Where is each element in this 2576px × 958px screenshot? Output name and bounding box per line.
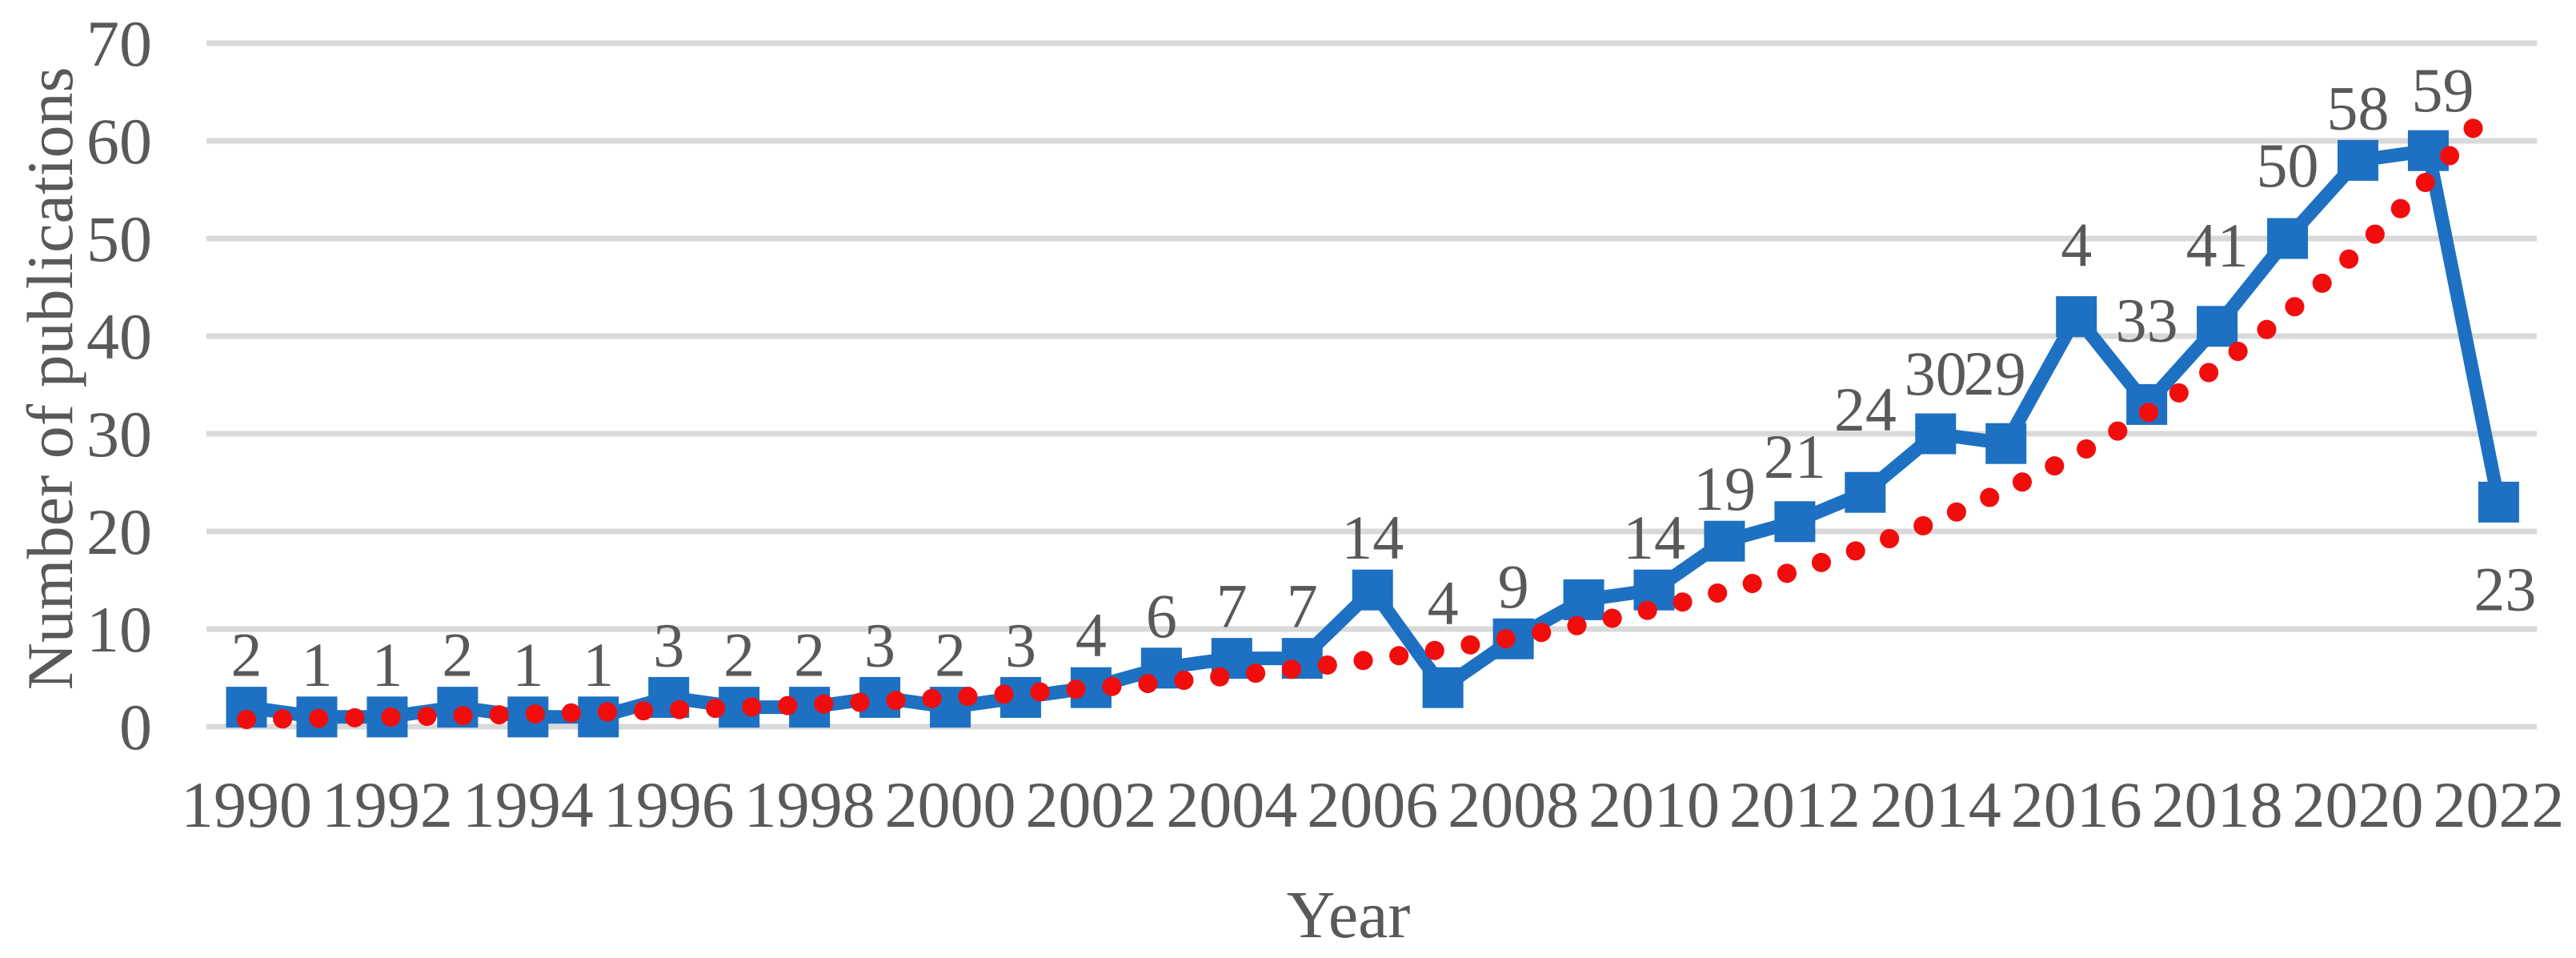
x-tick-label: 2002 bbox=[1025, 768, 1156, 841]
data-label: 59 bbox=[2411, 55, 2474, 125]
data-label: 14 bbox=[1341, 503, 1404, 572]
data-label: 1 bbox=[301, 630, 332, 699]
x-tick-label: 2016 bbox=[2011, 768, 2142, 841]
y-tick-label: 10 bbox=[86, 593, 152, 666]
y-tick-label: 40 bbox=[86, 300, 152, 373]
data-point-marker bbox=[2338, 139, 2378, 181]
data-label: 1 bbox=[512, 630, 543, 699]
x-tick-label: 2000 bbox=[885, 768, 1016, 841]
data-label: 4 bbox=[1076, 600, 1107, 670]
y-tick-label: 70 bbox=[86, 7, 152, 80]
x-tick-label: 2012 bbox=[1729, 768, 1861, 841]
data-label: 1 bbox=[583, 630, 614, 699]
data-point-marker bbox=[1704, 520, 1745, 562]
data-label: 2 bbox=[231, 620, 262, 690]
x-tick-label: 1992 bbox=[322, 768, 453, 841]
data-label: 3 bbox=[653, 610, 684, 679]
data-label: 41 bbox=[2186, 210, 2249, 280]
data-label: 2 bbox=[442, 620, 473, 690]
x-tick-label: 2010 bbox=[1588, 768, 1720, 841]
data-label: 9 bbox=[1498, 551, 1529, 621]
x-tick-label: 2008 bbox=[1448, 768, 1579, 841]
data-label: 24 bbox=[1834, 375, 1897, 444]
x-tick-label: 2018 bbox=[2152, 768, 2283, 841]
data-point-marker bbox=[1915, 413, 1957, 455]
data-label: 50 bbox=[2257, 130, 2319, 200]
data-point-marker bbox=[1352, 569, 1393, 611]
data-label: 33 bbox=[2116, 285, 2178, 355]
data-label: 23 bbox=[2474, 554, 2536, 623]
data-label: 14 bbox=[1623, 503, 1685, 572]
data-label: 7 bbox=[1216, 571, 1248, 641]
data-point-marker bbox=[1774, 501, 1816, 543]
data-label: 3 bbox=[864, 610, 895, 679]
y-tick-label: 60 bbox=[86, 105, 152, 178]
data-point-marker bbox=[2197, 306, 2238, 347]
y-tick-label: 30 bbox=[86, 398, 152, 471]
data-label: 2 bbox=[794, 620, 825, 690]
data-label: 4 bbox=[1428, 568, 1459, 638]
data-point-marker bbox=[2056, 296, 2097, 338]
x-tick-label: 1996 bbox=[603, 768, 735, 841]
data-point-marker bbox=[2478, 481, 2519, 523]
x-tick-label: 2006 bbox=[1307, 768, 1438, 841]
x-tick-label: 1998 bbox=[744, 768, 875, 841]
data-label: 6 bbox=[1146, 581, 1177, 651]
y-tick-label: 20 bbox=[86, 495, 152, 568]
x-axis-title: Year bbox=[1286, 878, 1411, 952]
data-point-marker bbox=[1563, 579, 1604, 620]
data-label: 58 bbox=[2327, 73, 2390, 142]
data-label: 19 bbox=[1693, 454, 1756, 523]
data-label: 2 bbox=[723, 620, 755, 690]
data-label: 4 bbox=[2061, 210, 2092, 280]
data-point-marker bbox=[1985, 423, 2027, 464]
trendline-dots bbox=[237, 105, 2494, 729]
x-tick-label: 2004 bbox=[1166, 768, 1297, 841]
x-tick-label: 2022 bbox=[2433, 768, 2564, 841]
data-label: 29 bbox=[1964, 339, 2026, 408]
data-label: 30 bbox=[1905, 339, 1967, 408]
data-label: 3 bbox=[1005, 610, 1036, 679]
data-label: 2 bbox=[935, 620, 966, 690]
x-tick-label: 2020 bbox=[2293, 768, 2424, 841]
y-tick-label: 0 bbox=[119, 691, 152, 764]
data-label: 1 bbox=[371, 630, 403, 699]
data-point-marker bbox=[1422, 667, 1464, 708]
data-label: 7 bbox=[1287, 571, 1318, 641]
x-tick-label: 2014 bbox=[1870, 768, 2001, 841]
x-tick-label: 1994 bbox=[463, 768, 594, 841]
x-tick-label: 1990 bbox=[181, 768, 312, 841]
data-point-marker bbox=[1845, 471, 1886, 513]
data-point-marker bbox=[2267, 218, 2309, 259]
data-label: 21 bbox=[1764, 422, 1826, 491]
y-tick-label: 50 bbox=[86, 202, 152, 275]
